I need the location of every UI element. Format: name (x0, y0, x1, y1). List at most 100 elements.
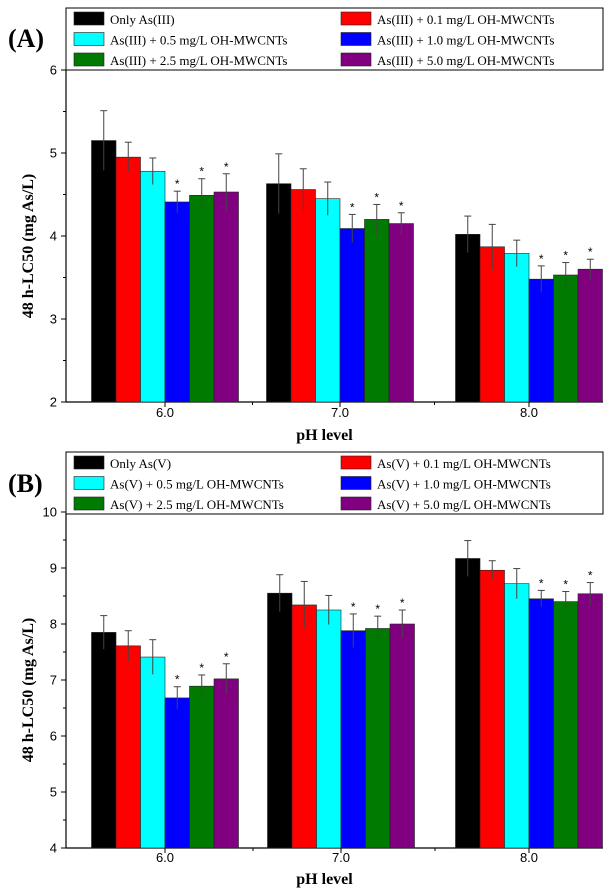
legend-frame (65, 7, 604, 71)
bar (504, 583, 530, 849)
y-tick-label: 10 (43, 505, 57, 520)
y-tick-label: 6 (50, 63, 57, 78)
x-tick-label: 7.0 (332, 850, 350, 865)
y-tick-label: 2 (50, 395, 57, 410)
bar (339, 228, 365, 403)
chart-panel-a: 2 3 4 5 6 6.0 7.0 8.0 pH level 48 h-LC50 (mg As/L… (8, 7, 604, 444)
significance-marker: * (400, 596, 405, 610)
legend-swatch (73, 32, 105, 46)
significance-marker: * (199, 165, 204, 179)
legend-swatch (340, 476, 372, 490)
bar (91, 632, 117, 849)
y-tick-label: 5 (50, 785, 57, 800)
legend-label: As(V) + 2.5 mg/L OH-MWCNTs (110, 497, 284, 512)
bar (290, 189, 316, 403)
bar (315, 198, 341, 403)
bar (189, 195, 215, 403)
legend-swatch (340, 455, 372, 470)
significance-marker: * (539, 576, 544, 590)
bar (164, 201, 190, 403)
legend-label: Only As(III) (110, 12, 175, 27)
bar (140, 170, 166, 403)
bar (267, 592, 293, 849)
bar (528, 278, 554, 403)
legend-label: As(III) + 2.5 mg/L OH-MWCNTs (110, 53, 287, 68)
significance-marker: * (224, 650, 229, 664)
significance-marker: * (374, 190, 379, 204)
bar (91, 140, 117, 403)
y-tick-label: 8 (50, 617, 57, 632)
x-tick-label: 8.0 (520, 405, 538, 420)
legend-label: As(III) + 0.1 mg/L OH-MWCNTs (377, 12, 554, 27)
chart-panel-b: 4 5 6 7 8 9 10 6.0 7.0 8.0 pH level 48 h-LC50 (mg A… (8, 451, 604, 888)
x-tick-label: 7.0 (331, 405, 349, 420)
legend: Only As(III) As(III) + 0.1 mg/L OH-MWCNTs… (65, 7, 604, 71)
bar (364, 219, 390, 403)
x-tick-label: 8.0 (520, 850, 538, 865)
significance-marker: * (375, 602, 380, 616)
significance-marker: * (563, 249, 568, 263)
bar (504, 253, 530, 403)
legend-swatch (73, 11, 105, 26)
significance-marker: * (399, 199, 404, 213)
y-tick-label: 7 (50, 673, 57, 688)
bar (553, 274, 579, 403)
x-tick-label: 6.0 (156, 405, 174, 420)
y-tick-label: 4 (50, 229, 57, 244)
bar (115, 645, 141, 849)
bar (553, 601, 579, 849)
legend-label: As(III) + 0.5 mg/L OH-MWCNTs (110, 33, 287, 48)
legend-swatch (73, 52, 105, 67)
significance-marker: * (175, 177, 180, 191)
bar (189, 685, 215, 849)
bar (291, 604, 317, 849)
legend-swatch (340, 52, 372, 67)
bar (528, 598, 554, 849)
legend-swatch (73, 476, 105, 490)
y-axis-title: 48 h-LC50 (mg As/L) (20, 618, 37, 762)
x-axis-title: pH level (296, 871, 353, 888)
y-axis-title: 48 h-LC50 (mg As/L) (20, 174, 37, 318)
y-tick-label: 6 (50, 729, 57, 744)
y-tick-label: 5 (50, 146, 57, 161)
significance-marker: * (588, 569, 593, 583)
legend-label: As(III) + 1.0 mg/L OH-MWCNTs (377, 33, 554, 48)
bar (365, 628, 391, 849)
bar (455, 234, 481, 403)
panel-label: (B) (8, 469, 43, 498)
significance-marker: * (539, 252, 544, 266)
bar (213, 191, 239, 403)
significance-marker: * (351, 600, 356, 614)
bar (164, 697, 190, 849)
legend-frame (65, 451, 604, 515)
bar (577, 268, 603, 403)
significance-marker: * (199, 661, 204, 675)
panel-label: (A) (8, 24, 44, 53)
bar (115, 156, 141, 403)
bar (388, 223, 414, 403)
legend: Only As(V) As(V) + 0.1 mg/L OH-MWCNTs As(V… (65, 451, 604, 515)
legend-label: As(V) + 5.0 mg/L OH-MWCNTs (377, 497, 551, 512)
legend-label: As(V) + 1.0 mg/L OH-MWCNTs (377, 477, 551, 492)
bar (340, 630, 366, 849)
bar (479, 569, 505, 849)
x-tick-label: 6.0 (156, 850, 174, 865)
bar (577, 593, 603, 849)
bar (140, 656, 166, 849)
legend-label: As(V) + 0.5 mg/L OH-MWCNTs (110, 477, 284, 492)
significance-marker: * (563, 578, 568, 592)
y-tick-label: 3 (50, 312, 57, 327)
legend-label: As(V) + 0.1 mg/L OH-MWCNTs (377, 456, 551, 471)
bar (213, 678, 239, 849)
bar (455, 558, 481, 849)
significance-marker: * (224, 160, 229, 174)
legend-label: Only As(V) (110, 456, 171, 471)
bar (316, 609, 342, 849)
x-axis-title: pH level (296, 427, 353, 444)
legend-swatch (340, 11, 372, 26)
significance-marker: * (350, 200, 355, 214)
legend-label: As(III) + 5.0 mg/L OH-MWCNTs (377, 53, 554, 68)
y-tick-label: 4 (50, 841, 57, 856)
legend-swatch (340, 496, 372, 511)
